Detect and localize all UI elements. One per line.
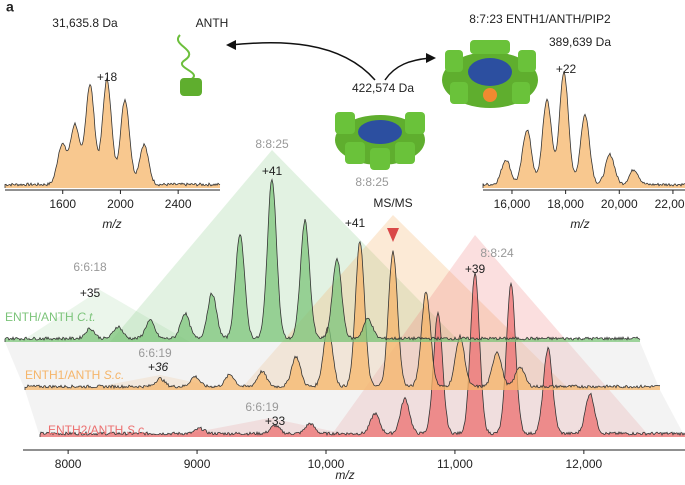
complex-icon [335,112,425,170]
trace-name: ENTH1/ANTH [25,368,100,382]
tick-label: 10,000 [308,457,345,471]
msms-marker [387,228,399,242]
charge: +36 [148,360,169,374]
arrowhead [226,40,236,50]
arrow [384,57,431,81]
anth-icon [176,34,202,96]
tick-label: 1600 [49,197,76,211]
tick-label: 2000 [107,197,134,211]
species: S.c. [104,368,125,382]
tick-label: 11,000 [437,457,473,471]
trace-name: ENTH2/ANTH S.c. [48,423,147,437]
tick-label: 9000 [184,457,211,471]
tick-label: 16,000 [494,197,531,211]
tick-label: 12,000 [566,457,603,471]
inset-charge: +22 [556,62,577,76]
background-shapes [5,150,685,437]
spectrum-line [4,76,221,188]
charge: +41 [262,164,283,178]
trace-name: ENTH/ANTH C.t. [5,310,96,324]
stoichiometry: 8:8:25 [355,175,389,189]
arrow [229,42,376,81]
spectrum-line [24,240,660,390]
charge: +35 [80,286,101,300]
charge: +41 [345,216,366,230]
tick-label: 22,000 [655,197,685,211]
inset-mass: 389,639 Da [549,35,611,49]
species: C.t. [77,310,96,324]
inset-mass: 31,635.8 Da [52,16,118,30]
spectra [4,71,685,437]
species: S.c. [127,423,148,437]
tick-label: 20,000 [601,197,638,211]
stoichiometry: 6:6:19 [245,400,279,414]
axes: 1600 2000 2400 16,000 18,000 20,000 22,000 8000… [5,189,685,471]
trace-name: ENTH1/ANTH S.c. [25,368,124,382]
charge: +39 [465,262,486,276]
spectrum-line [4,178,641,342]
axis-label: m/z [335,468,354,482]
panel-label: a [6,0,14,15]
center-mass: 422,574 Da [352,81,414,95]
inset-title: 8:7:23 ENTH1/ANTH/PIP2 [469,12,611,26]
spectrum-line [482,71,685,188]
stoichiometry: 8:8:25 [255,137,289,151]
inset-charge: +18 [97,70,118,84]
tick-label: 8000 [55,457,82,471]
spectrum-fill [483,71,685,188]
inset-axis-label: m/z [102,217,121,231]
inset-axis-label: m/z [570,217,589,231]
trace-name: ENTH/ANTH [5,310,74,324]
complex-lipid-icon [442,40,538,108]
highlight-triangle [110,150,460,342]
inset-title: ANTH [196,16,229,30]
stoichiometry: 6:6:19 [138,346,172,360]
spectrum-line [39,272,685,437]
trace-name: ENTH2/ANTH [48,423,123,437]
highlight-triangle [240,215,570,390]
msms-label: MS/MS [373,196,412,210]
stoichiometry: 8:8:24 [480,246,514,260]
charge: +33 [265,414,286,428]
stoichiometry: 6:6:18 [73,260,107,274]
tick-label: 2400 [165,197,192,211]
arrowhead [426,53,436,63]
tick-label: 18,000 [547,197,584,211]
